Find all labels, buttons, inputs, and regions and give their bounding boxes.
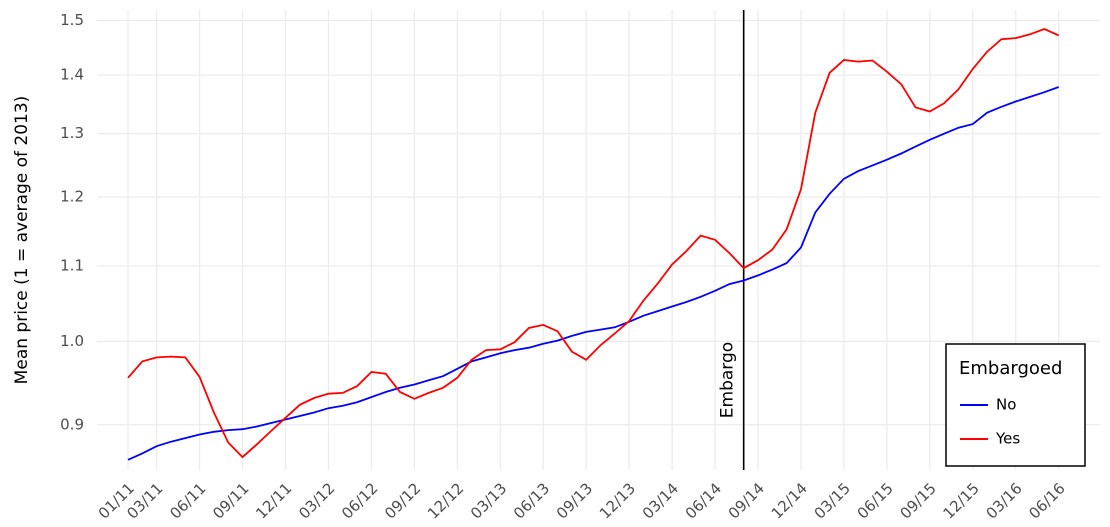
legend-label: No [996,396,1016,414]
x-tick-label: 06/16 [1025,479,1068,522]
x-tick-label: 03/13 [467,479,510,522]
y-tick-label: 1.0 [60,332,84,350]
x-tick-label: 12/15 [939,479,982,522]
x-tick-label: 06/14 [682,479,725,522]
x-tick-label: 06/15 [854,479,897,522]
legend-label: Yes [995,430,1020,448]
y-tick-label: 1.2 [60,188,84,206]
x-tick-label: 06/13 [510,479,553,522]
x-tick-label: 06/12 [338,479,381,522]
series-line [127,28,1060,459]
y-tick-label: 1.4 [60,66,84,84]
x-tick-label: 09/12 [381,479,424,522]
x-tick-label: 12/14 [768,479,811,522]
x-tick-label: 12/13 [596,479,639,522]
x-tick-label: 09/15 [897,479,940,522]
x-tick-label: 03/14 [639,479,682,522]
series-line [127,86,1060,461]
y-tick-label: 1.1 [60,256,84,274]
y-axis-title: Mean price (1 = average of 2013) [12,96,32,385]
x-tick-label: 12/12 [424,479,467,522]
x-tick-label: 03/12 [295,479,338,522]
x-tick-label: 12/11 [252,479,295,522]
y-tick-label: 1.3 [60,124,84,142]
x-tick-label: 03/16 [982,479,1025,522]
x-tick-label: 09/13 [553,479,596,522]
x-tick-label: 03/15 [811,479,854,522]
x-tick-label: 06/11 [166,479,209,522]
x-tick-label: 09/11 [209,479,252,522]
y-tick-label: 0.9 [60,415,84,433]
y-tick-label: 1.5 [60,11,84,29]
legend-title: Embargoed [959,358,1062,379]
annotation-label: Embargo [718,342,738,418]
x-tick-label: 09/14 [725,479,768,522]
